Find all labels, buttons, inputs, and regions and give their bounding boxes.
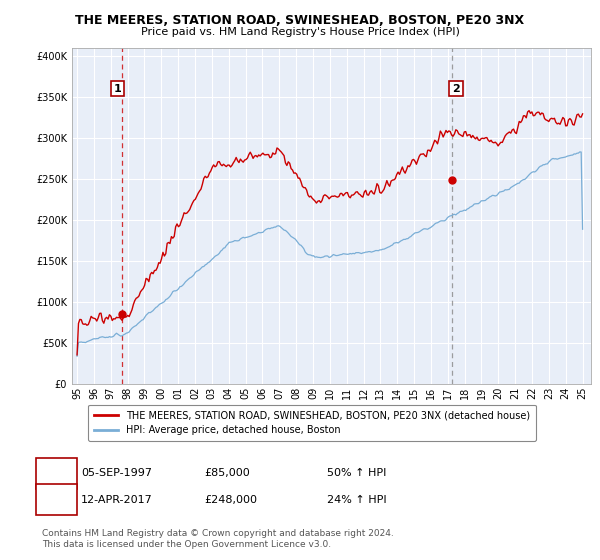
Text: 50% ↑ HPI: 50% ↑ HPI: [327, 468, 386, 478]
Text: Contains HM Land Registry data © Crown copyright and database right 2024.
This d: Contains HM Land Registry data © Crown c…: [42, 529, 394, 549]
Text: THE MEERES, STATION ROAD, SWINESHEAD, BOSTON, PE20 3NX: THE MEERES, STATION ROAD, SWINESHEAD, BO…: [76, 14, 524, 27]
Text: 05-SEP-1997: 05-SEP-1997: [81, 468, 152, 478]
Text: 2: 2: [53, 494, 60, 505]
Text: 1: 1: [53, 468, 60, 478]
Text: £248,000: £248,000: [204, 494, 257, 505]
Text: 24% ↑ HPI: 24% ↑ HPI: [327, 494, 386, 505]
Text: 2: 2: [452, 83, 460, 94]
Text: 12-APR-2017: 12-APR-2017: [81, 494, 153, 505]
Text: £85,000: £85,000: [204, 468, 250, 478]
Legend: THE MEERES, STATION ROAD, SWINESHEAD, BOSTON, PE20 3NX (detached house), HPI: Av: THE MEERES, STATION ROAD, SWINESHEAD, BO…: [88, 404, 536, 441]
Text: Price paid vs. HM Land Registry's House Price Index (HPI): Price paid vs. HM Land Registry's House …: [140, 27, 460, 37]
Text: 1: 1: [113, 83, 121, 94]
